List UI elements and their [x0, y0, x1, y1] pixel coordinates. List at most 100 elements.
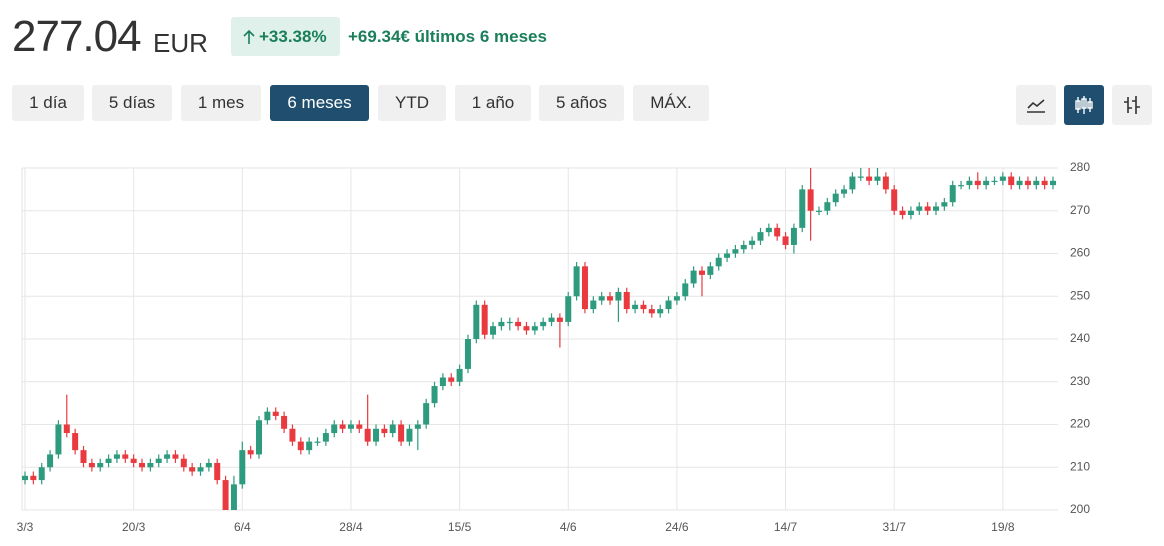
candle-body	[139, 462, 146, 468]
candle-body	[949, 185, 956, 203]
range-button[interactable]: 5 días	[92, 85, 172, 121]
y-tick-label: 260	[1070, 246, 1090, 260]
candle-body	[464, 339, 471, 369]
candle-body	[1024, 180, 1031, 186]
ohlc-icon	[1124, 96, 1140, 114]
candle-body	[172, 454, 179, 459]
candle-body	[256, 420, 263, 455]
candle-body	[974, 180, 981, 186]
candle-body	[615, 291, 622, 301]
range-button[interactable]: 1 día	[12, 85, 84, 121]
y-tick-label: 240	[1070, 331, 1090, 345]
y-tick-label: 230	[1070, 374, 1090, 388]
candle-body	[47, 454, 54, 468]
candle-body	[924, 206, 931, 211]
candle-body	[548, 317, 555, 322]
range-button[interactable]: 5 años	[539, 85, 624, 121]
line-chart-button[interactable]	[1016, 85, 1056, 125]
candle-body	[824, 202, 831, 211]
candle-body	[782, 236, 789, 245]
candle-body	[673, 296, 680, 301]
candle-body	[205, 462, 212, 468]
candle-body	[690, 270, 697, 284]
change-percent: +33.38%	[259, 27, 327, 46]
candle-body	[841, 189, 848, 194]
x-tick-label: 20/3	[122, 520, 146, 534]
candle-body	[439, 377, 446, 387]
candle-body	[757, 232, 764, 241]
candle-body	[289, 428, 296, 442]
candle-body	[907, 210, 914, 216]
x-tick-label: 15/5	[448, 520, 472, 534]
x-tick-label: 19/8	[991, 520, 1015, 534]
candle-body	[966, 180, 973, 186]
arrow-up-icon	[243, 29, 255, 44]
candle-body	[1050, 180, 1056, 186]
candle-icon	[1075, 96, 1093, 114]
candle-body	[899, 210, 906, 216]
candle-body	[941, 202, 948, 207]
candle-body	[1041, 180, 1048, 186]
y-tick-label: 200	[1070, 502, 1090, 516]
candle-body	[431, 386, 438, 404]
candle-body	[423, 403, 430, 425]
candle-body	[189, 467, 196, 472]
candle-body	[506, 321, 513, 324]
candle-body	[239, 450, 246, 485]
candle-chart-button[interactable]	[1064, 85, 1104, 125]
candle-body	[598, 296, 605, 301]
x-tick-label: 24/6	[665, 520, 689, 534]
candle-body	[230, 484, 237, 510]
candle-body	[373, 428, 380, 442]
candle-body	[473, 304, 480, 339]
candle-body	[581, 266, 588, 310]
range-button[interactable]: YTD	[378, 85, 446, 121]
candle-body	[958, 185, 965, 187]
candle-body	[264, 411, 271, 421]
candle-body	[72, 433, 79, 451]
range-button[interactable]: 1 año	[455, 85, 531, 121]
ohlc-chart-button[interactable]	[1112, 85, 1152, 125]
candle-body	[306, 441, 313, 451]
candle-body	[398, 424, 405, 442]
change-absolute: +69.34€ últimos 6 meses	[348, 27, 547, 46]
candle-body	[556, 317, 563, 322]
candle-body	[347, 424, 354, 429]
candle-body	[774, 227, 781, 237]
x-tick-label: 14/7	[774, 520, 798, 534]
candle-body	[490, 326, 497, 335]
candle-body	[540, 321, 547, 327]
candle-body	[197, 467, 204, 472]
candle-body	[523, 326, 530, 331]
x-tick-label: 31/7	[883, 520, 907, 534]
candle-body	[481, 304, 488, 335]
candle-body	[565, 296, 572, 322]
candle-body	[707, 266, 714, 275]
grid	[21, 167, 1058, 511]
candle-body	[1008, 176, 1015, 186]
candle-body	[389, 424, 396, 434]
axis-labels: 200 210 220 230 240 250 260 270 280 3/3 20/3 6/4 28/…	[17, 160, 1091, 534]
x-tick-label: 4/6	[560, 520, 577, 534]
candle-body	[682, 283, 689, 297]
range-button[interactable]: MÁX.	[633, 85, 709, 121]
candle-body	[531, 326, 538, 331]
candle-body	[657, 309, 664, 314]
candle-body	[623, 291, 630, 310]
candle-body	[414, 424, 421, 429]
x-tick-label: 6/4	[234, 520, 251, 534]
candle-body	[38, 467, 45, 481]
range-button[interactable]: 1 mes	[181, 85, 261, 121]
candle-body	[607, 296, 614, 301]
candle-body	[105, 458, 112, 463]
candle-body	[573, 266, 580, 297]
candle-body	[515, 321, 522, 327]
x-tick-label: 3/3	[17, 520, 34, 534]
candle-body	[214, 462, 221, 481]
candle-body	[498, 321, 505, 327]
candle-body	[983, 180, 990, 186]
candle-body	[740, 244, 747, 250]
range-button[interactable]: 6 meses	[270, 85, 369, 121]
